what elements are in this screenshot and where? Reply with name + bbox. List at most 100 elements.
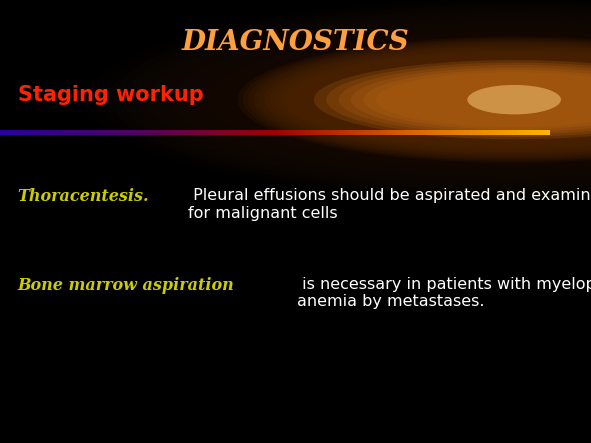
Bar — [279, 130, 280, 135]
Bar — [238, 130, 239, 135]
Bar — [514, 130, 515, 135]
Bar — [102, 130, 103, 135]
Bar — [478, 130, 479, 135]
Bar — [193, 130, 194, 135]
Bar — [329, 130, 330, 135]
Bar — [348, 130, 349, 135]
Bar — [389, 130, 390, 135]
Bar — [25, 130, 26, 135]
Bar — [225, 130, 227, 135]
Bar — [428, 130, 430, 135]
Bar — [1, 130, 3, 135]
Bar — [38, 130, 40, 135]
Bar — [371, 130, 372, 135]
Bar — [367, 130, 368, 135]
Bar — [365, 130, 367, 135]
Bar — [405, 130, 407, 135]
Bar — [215, 130, 216, 135]
Bar — [265, 130, 267, 135]
Bar — [532, 130, 533, 135]
Bar — [200, 130, 202, 135]
Bar — [79, 130, 80, 135]
Ellipse shape — [467, 85, 561, 114]
Bar — [231, 130, 232, 135]
Bar — [209, 130, 210, 135]
Bar — [5, 130, 7, 135]
Bar — [498, 130, 499, 135]
Bar — [331, 130, 333, 135]
Bar — [129, 130, 131, 135]
Bar — [249, 130, 250, 135]
Bar — [349, 130, 350, 135]
Bar — [463, 130, 465, 135]
Bar — [3, 130, 4, 135]
Bar — [210, 130, 212, 135]
Bar — [111, 130, 113, 135]
Bar — [384, 130, 385, 135]
Bar — [519, 130, 521, 135]
Bar — [121, 130, 122, 135]
Bar — [274, 130, 275, 135]
Bar — [136, 130, 138, 135]
Bar — [456, 130, 457, 135]
Bar — [374, 130, 375, 135]
Bar — [431, 130, 433, 135]
Bar — [411, 130, 413, 135]
Bar — [11, 130, 12, 135]
Bar — [276, 130, 278, 135]
Bar — [173, 130, 174, 135]
Bar — [180, 130, 181, 135]
Bar — [140, 130, 141, 135]
Bar — [280, 130, 282, 135]
Bar — [335, 130, 337, 135]
Bar — [50, 130, 51, 135]
Bar — [306, 130, 308, 135]
Bar — [372, 130, 374, 135]
Text: Thoracentesis.: Thoracentesis. — [18, 188, 150, 205]
Bar — [219, 130, 220, 135]
Bar — [207, 130, 209, 135]
Bar — [284, 130, 286, 135]
Bar — [445, 130, 447, 135]
Bar — [9, 130, 11, 135]
Bar — [515, 130, 517, 135]
Bar — [385, 130, 386, 135]
Bar — [60, 130, 62, 135]
Bar — [530, 130, 532, 135]
Bar — [139, 130, 140, 135]
Bar — [271, 130, 272, 135]
Bar — [534, 130, 536, 135]
Bar — [85, 130, 86, 135]
Bar — [346, 130, 348, 135]
Bar — [288, 130, 290, 135]
Bar — [310, 130, 312, 135]
Ellipse shape — [238, 37, 591, 163]
Bar — [203, 130, 204, 135]
Bar — [67, 130, 69, 135]
Bar — [259, 130, 261, 135]
Bar — [533, 130, 534, 135]
Bar — [508, 130, 510, 135]
Bar — [166, 130, 168, 135]
Bar — [360, 130, 361, 135]
Bar — [434, 130, 436, 135]
Bar — [410, 130, 411, 135]
Bar — [471, 130, 473, 135]
Bar — [95, 130, 96, 135]
Bar — [114, 130, 115, 135]
Bar — [504, 130, 506, 135]
Bar — [467, 130, 469, 135]
Bar — [278, 130, 279, 135]
Bar — [30, 130, 31, 135]
Bar — [297, 130, 298, 135]
Bar — [491, 130, 492, 135]
Bar — [74, 130, 76, 135]
Bar — [283, 130, 284, 135]
Bar — [465, 130, 466, 135]
Bar — [538, 130, 540, 135]
Bar — [404, 130, 405, 135]
Bar — [477, 130, 478, 135]
Bar — [14, 130, 15, 135]
Bar — [427, 130, 428, 135]
Bar — [227, 130, 228, 135]
